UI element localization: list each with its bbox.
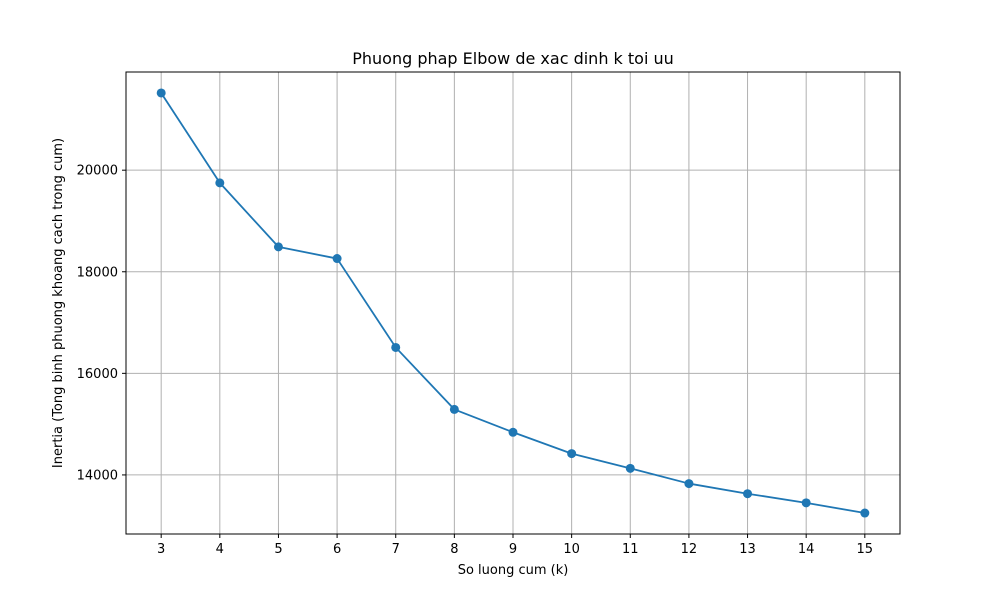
x-axis-ticks: 3 4 5 6 7 8 9 10 11 12 13 14 15 <box>157 534 873 557</box>
chart-title: Phuong phap Elbow de xac dinh k toi uu <box>352 49 674 68</box>
x-tick-label: 4 <box>216 542 224 557</box>
x-tick-label: 8 <box>450 542 458 557</box>
x-tick-label: 10 <box>563 542 580 557</box>
data-point-marker <box>625 463 635 473</box>
y-tick-label: 14000 <box>77 468 118 483</box>
x-axis-label: So luong cum (k) <box>458 563 569 578</box>
data-point-marker <box>332 254 342 264</box>
x-tick-label: 14 <box>798 542 815 557</box>
x-tick-label: 9 <box>509 542 517 557</box>
data-point-marker <box>801 498 811 508</box>
data-point-marker <box>743 489 753 499</box>
y-tick-label: 20000 <box>77 164 118 179</box>
data-point-marker <box>860 508 870 518</box>
y-tick-label: 16000 <box>77 367 118 382</box>
data-point-marker <box>391 342 401 352</box>
x-tick-label: 15 <box>857 542 874 557</box>
x-tick-label: 11 <box>622 542 639 557</box>
x-tick-label: 5 <box>274 542 282 557</box>
grid-lines <box>126 72 900 534</box>
data-point-marker <box>449 404 459 414</box>
data-point-marker <box>567 449 577 459</box>
y-axis-ticks: 14000 16000 18000 20000 <box>77 164 126 483</box>
series-group <box>156 88 870 518</box>
x-tick-label: 7 <box>392 542 400 557</box>
data-point-marker <box>273 242 283 252</box>
data-point-marker <box>215 178 225 188</box>
x-tick-label: 3 <box>157 542 165 557</box>
x-tick-label: 12 <box>681 542 698 557</box>
x-tick-label: 6 <box>333 542 341 557</box>
y-tick-label: 18000 <box>77 265 118 280</box>
data-point-marker <box>156 88 166 98</box>
y-axis-label: Inertia (Tong binh phuong khoang cach tr… <box>51 138 66 468</box>
data-point-marker <box>684 479 694 489</box>
data-point-marker <box>508 427 518 437</box>
x-tick-label: 13 <box>739 542 756 557</box>
